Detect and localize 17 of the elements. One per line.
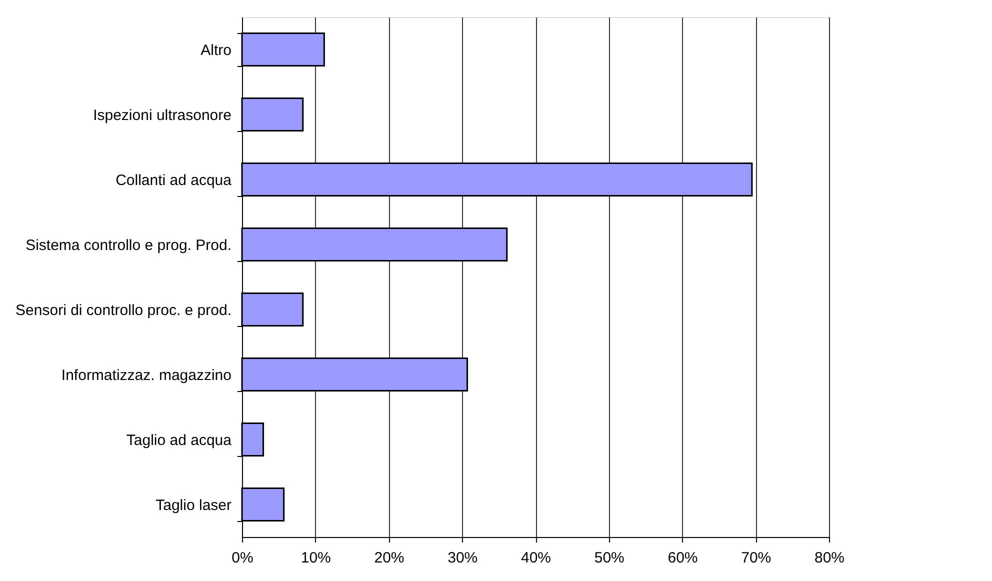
x-tick-label: 50% bbox=[594, 550, 624, 566]
y-tick-label: Sensori di controllo proc. e prod. bbox=[16, 302, 232, 319]
y-tick-label: Altro bbox=[200, 42, 232, 59]
x-tick-label: 80% bbox=[814, 550, 845, 566]
y-tick-label: Collanti ad acqua bbox=[116, 172, 232, 189]
y-tick-label: Taglio laser bbox=[156, 497, 232, 514]
x-tick-label: 70% bbox=[741, 550, 772, 566]
x-tick-label: 20% bbox=[374, 550, 404, 566]
x-tick-label: 30% bbox=[448, 550, 478, 566]
y-tick-label: Sistema controllo e prog. Prod. bbox=[26, 237, 232, 254]
x-tick-label: 60% bbox=[668, 550, 698, 566]
x-tick-label: 10% bbox=[300, 550, 331, 566]
y-tick-label: Ispezioni ultrasonore bbox=[93, 107, 232, 124]
y-tick-label: Informatizzaz. magazzino bbox=[61, 367, 232, 384]
x-tick-label: 40% bbox=[520, 550, 552, 566]
x-tick-label: 0% bbox=[232, 550, 254, 566]
y-tick-label: Taglio ad acqua bbox=[126, 432, 232, 449]
